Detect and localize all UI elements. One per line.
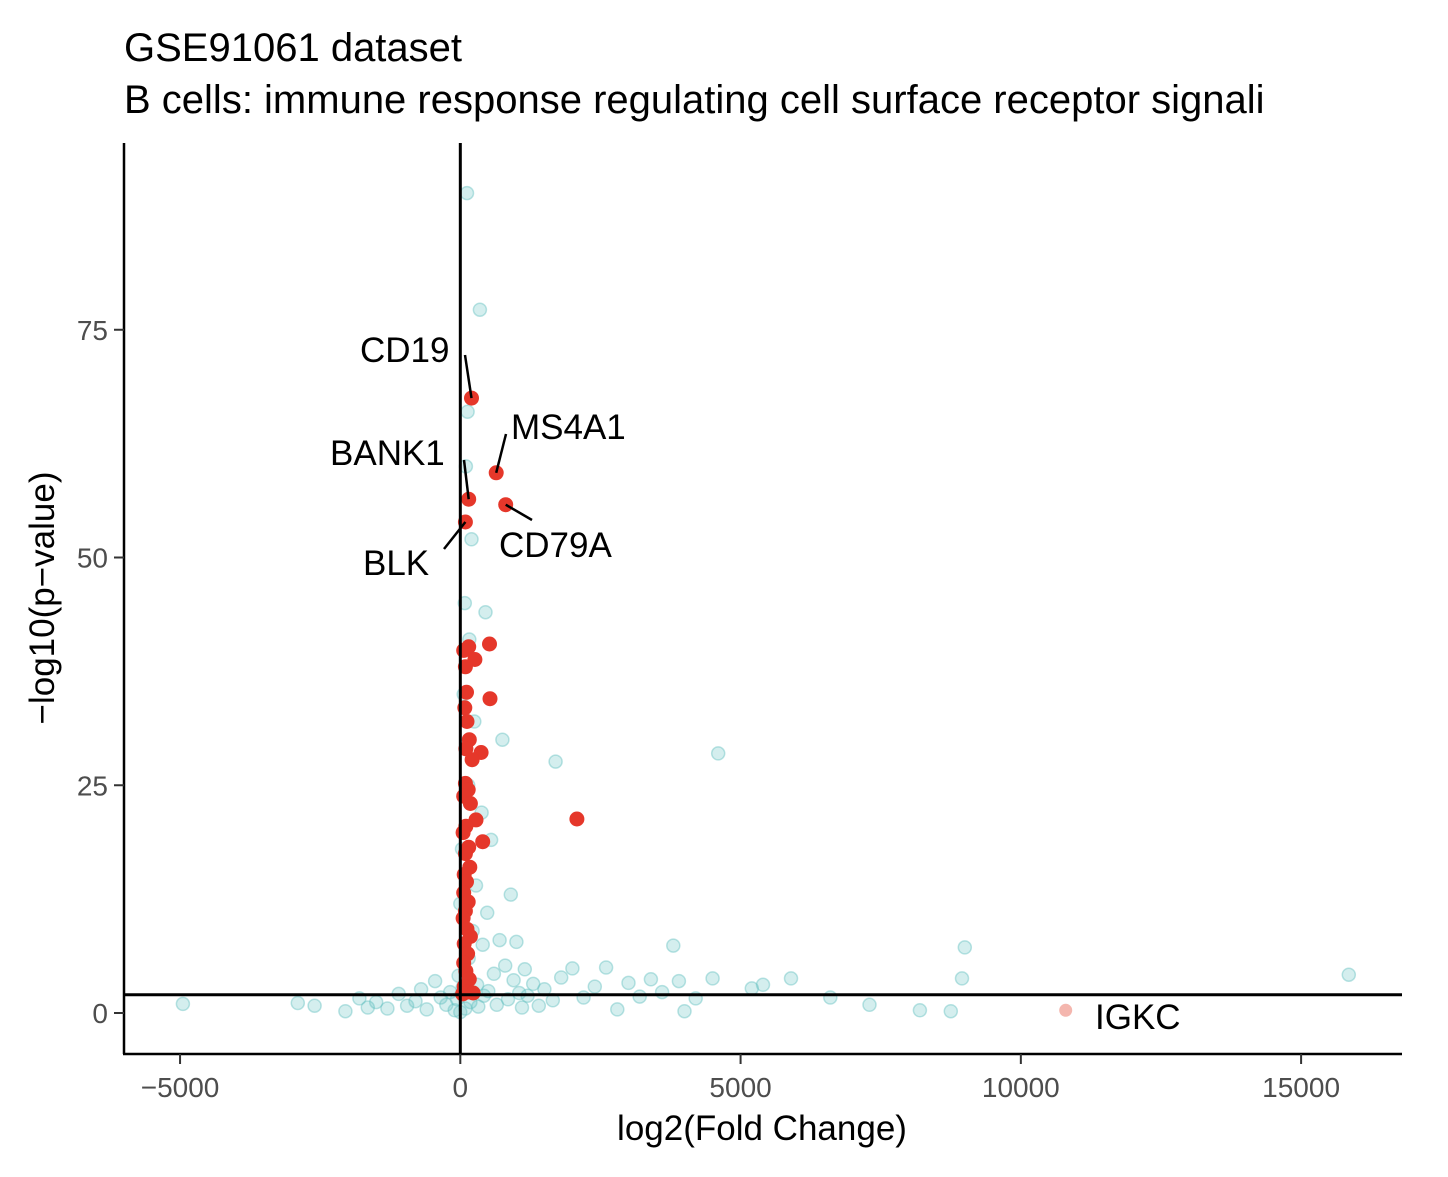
background-gene-point [862, 997, 877, 1013]
background-gene-point [290, 995, 306, 1011]
x-tick-label: 10000 [982, 1072, 1060, 1103]
reference-lines [124, 143, 1402, 1054]
background-gene-point [475, 937, 490, 952]
highlight-gene-point [482, 691, 498, 707]
background-gene-point [632, 989, 647, 1004]
gene-annotations: CD19 MS4A1 BANK1 CD79A BLK IGKC [330, 331, 1181, 1037]
background-gene-point [710, 746, 726, 761]
y-tick-label: 75 [77, 315, 108, 346]
background-gene-point [1341, 967, 1357, 982]
highlight-gene-point [475, 834, 491, 850]
background-gene-point [459, 185, 475, 201]
background-gene-point [621, 975, 636, 991]
background-gene-point [360, 1000, 376, 1015]
background-gene-point [486, 966, 502, 982]
y-tick-label: 0 [92, 998, 108, 1029]
gene-label: BANK1 [330, 434, 445, 473]
annotation-leader-line [505, 503, 533, 522]
background-gene-point [677, 1003, 692, 1019]
gene-label: BLK [363, 544, 429, 583]
background-gene-point [576, 990, 591, 1005]
background-gene-point [783, 971, 799, 986]
background-gene-point [823, 990, 838, 1005]
background-gene-point [912, 1003, 928, 1018]
highlight-gene-point [455, 825, 471, 841]
annotation-leader-line [462, 459, 470, 500]
background-gene-point [531, 998, 547, 1013]
background-gene-point [506, 972, 521, 988]
background-gene-point [472, 302, 488, 317]
annotation-leader-line [443, 521, 467, 550]
background-gene-point [478, 604, 493, 620]
background-gene-point [427, 973, 443, 989]
background-gene-point [503, 887, 519, 902]
background-gene-point [509, 934, 524, 950]
background-gene-point [489, 997, 505, 1013]
background-gene-point [610, 1002, 625, 1017]
background-gene-point [460, 404, 475, 419]
background-gene-point [514, 1000, 530, 1015]
annotation-leader-line [494, 433, 508, 474]
background-gene-point [548, 754, 563, 769]
x-tick-label: 5000 [709, 1072, 771, 1103]
background-gene-point [671, 973, 687, 989]
background-gene-point [479, 905, 495, 921]
background-gene-point [654, 984, 670, 1000]
chart-title: GSE91061 dataset [124, 26, 462, 70]
highlight-gene-point [465, 985, 481, 1001]
x-tick-label: 15000 [1262, 1072, 1340, 1103]
background-gene-point [705, 971, 720, 986]
background-gene-point [439, 997, 454, 1013]
background-gene-point [492, 932, 507, 948]
background-gene-point [495, 732, 510, 747]
background-gene-point [419, 1002, 434, 1017]
x-axis-title: log2(Fold Change) [617, 1109, 907, 1148]
background-gene-point [399, 998, 415, 1013]
gene-label: IGKC [1095, 998, 1181, 1037]
x-tick-label: 0 [453, 1072, 469, 1103]
background-gene-point [957, 940, 973, 955]
background-gene-point [598, 960, 614, 975]
annotation-leader-line [463, 354, 473, 399]
background-gene-point [338, 1003, 353, 1019]
gene-label: CD19 [360, 331, 449, 370]
highlight-gene-point [464, 752, 480, 768]
background-gene-point [175, 996, 191, 1012]
y-tick-label: 25 [77, 770, 108, 801]
highlight-gene-point [482, 636, 497, 652]
background-gene-point [307, 998, 322, 1013]
background-gene-point [587, 979, 603, 994]
background-gene-point [380, 1001, 395, 1016]
background-gene-point [497, 958, 513, 973]
faded-highlight-point [1059, 1003, 1073, 1017]
axis-ticks: −5000 0 5000 10000 15000 0 25 50 75 [77, 315, 1340, 1103]
highlight-gene-point [459, 714, 475, 729]
background-gene-point [666, 938, 681, 953]
background-gene-point [954, 971, 970, 986]
y-axis-title: −log10(p−value) [23, 472, 62, 725]
background-gene-point [517, 962, 533, 977]
highlight-gene-point [459, 684, 474, 700]
highlight-gene-point [462, 796, 478, 811]
background-gene-point [565, 961, 580, 976]
x-tick-label: −5000 [141, 1072, 220, 1103]
background-gene-point [525, 976, 541, 992]
gene-label: MS4A1 [511, 408, 626, 447]
background-gene-point [471, 999, 486, 1014]
background-gene-point [464, 532, 479, 547]
gene-label: CD79A [499, 526, 612, 565]
background-gene-point [553, 970, 569, 985]
points-layer [175, 185, 1357, 1020]
y-tick-label: 50 [77, 543, 108, 574]
background-gene-point [943, 1003, 959, 1019]
highlight-gene-point [569, 811, 585, 827]
background-gene-point [408, 993, 423, 1009]
background-gene-point [643, 972, 659, 987]
highlight-gene-point [458, 741, 474, 757]
chart-subtitle: B cells: immune response regulating cell… [124, 78, 1265, 122]
background-gene-point [755, 977, 771, 993]
